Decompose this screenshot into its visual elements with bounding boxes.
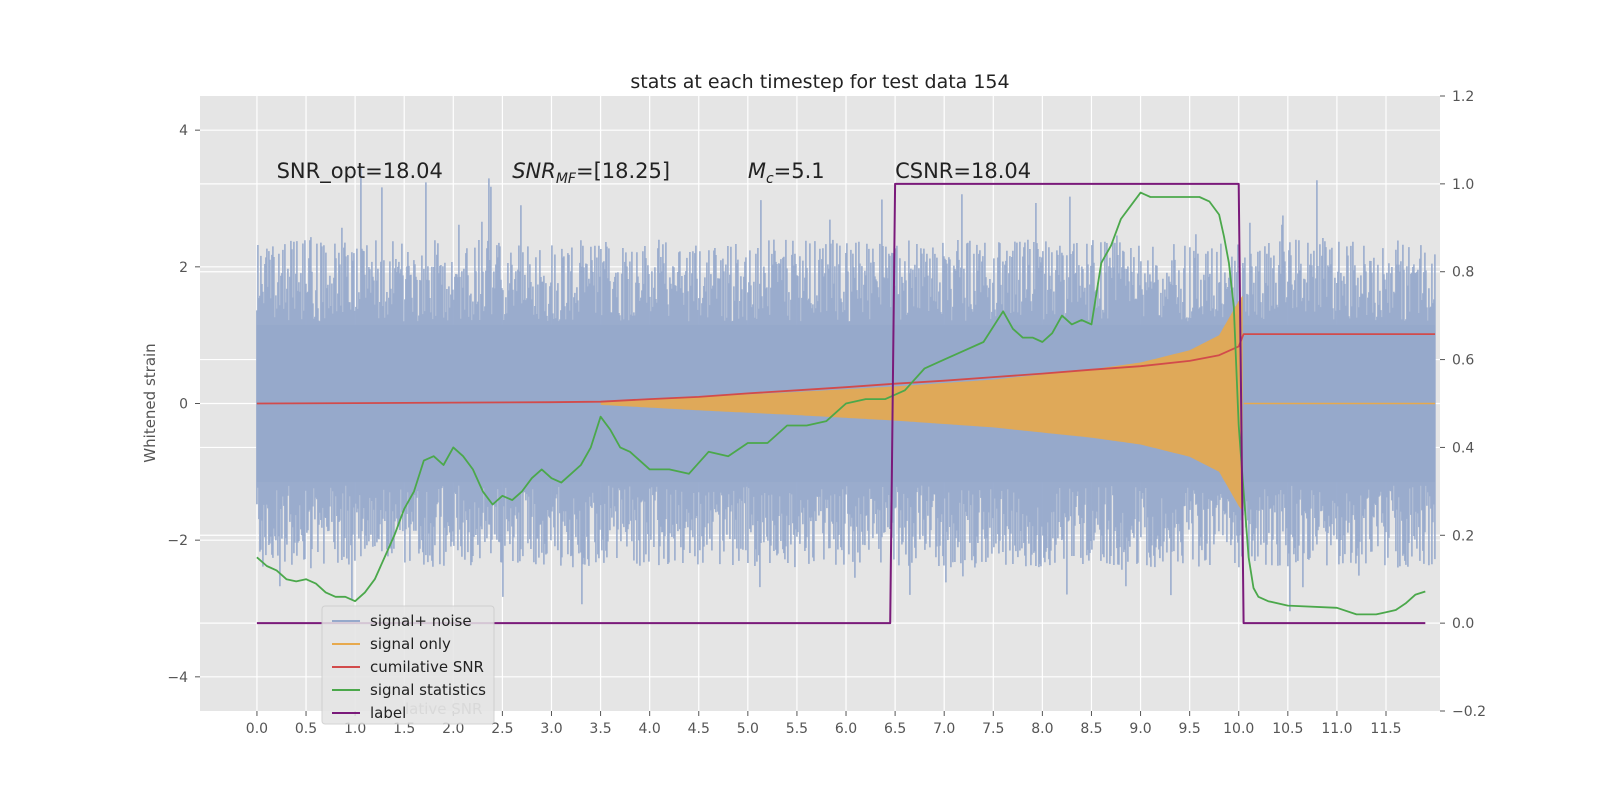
annotations: SNR_opt=18.04 SNRMF=[18.25] Mc=5.1 CSNR=18.… [277, 159, 1032, 187]
legend: lative SNR signal+ noise signal only cumila… [321, 605, 495, 725]
y2-tick-label: −0.2 [1452, 704, 1486, 720]
x-tick-label: 1.5 [393, 721, 415, 737]
x-tick-label: 0.5 [295, 721, 317, 737]
annotation-subscript: MF [556, 171, 577, 187]
x-tick-label: 3.5 [589, 721, 611, 737]
x-tick-label: 1.0 [344, 721, 366, 737]
legend-ghost-text: lative SNR [405, 700, 482, 718]
annotation-text: Mc=5.1 [748, 159, 825, 187]
legend-label: signal only [370, 635, 451, 653]
legend-label: signal statistics [370, 681, 486, 699]
y-axis-label: Whitened strain [141, 343, 159, 462]
x-tick-label: 10.5 [1272, 721, 1303, 737]
signal-only-envelope [600, 295, 1243, 512]
x-tick-label: 9.0 [1129, 721, 1151, 737]
x-tick-label: 10.0 [1223, 721, 1254, 737]
x-tick-label: 3.0 [540, 721, 562, 737]
legend-label: label [370, 704, 406, 722]
x-tick-label: 7.5 [982, 721, 1004, 737]
x-tick-label: 11.0 [1321, 721, 1352, 737]
legend-label: cumilative SNR [370, 658, 484, 676]
annotation-value: =5.1 [774, 159, 825, 183]
y2-tick-label: 0.0 [1452, 616, 1474, 632]
y-tick-label: 2 [179, 260, 188, 276]
y-tick-label: −2 [167, 533, 188, 549]
x-tick-label: 4.0 [639, 721, 661, 737]
annotation-symbol: SNR [512, 159, 556, 183]
y2-tick-label: 0.6 [1452, 353, 1474, 369]
y-tick-label: −4 [167, 670, 188, 686]
y-tick-label: 4 [179, 123, 188, 139]
line-series [256, 182, 1436, 625]
y-tick-label: 0 [179, 397, 188, 413]
label-line [256, 182, 1426, 625]
x-tick-label: 11.5 [1370, 721, 1401, 737]
annotation-subscript: c [766, 171, 774, 187]
y2-tick-label: 1.2 [1452, 89, 1474, 105]
y2-tick-label: 1.0 [1452, 177, 1474, 193]
x-tick-label: 5.0 [737, 721, 759, 737]
x-tick-label: 8.0 [1031, 721, 1053, 737]
y2-tick-label: 0.4 [1452, 440, 1474, 456]
x-tick-label: 9.5 [1179, 721, 1201, 737]
annotation-text: SNRMF=[18.25] [512, 159, 670, 187]
x-tick-label: 7.0 [933, 721, 955, 737]
x-tick-label: 2.0 [442, 721, 464, 737]
y2-tick-label: 0.2 [1452, 528, 1474, 544]
legend-box [321, 605, 495, 725]
annotation-text: SNR_opt=18.04 [277, 159, 443, 184]
x-tick-label: 2.5 [491, 721, 513, 737]
annotation-symbol: M [748, 159, 766, 183]
legend-label: signal+ noise [370, 612, 472, 630]
cumilative-snr-line [256, 333, 1436, 405]
chart-title: stats at each timestep for test data 154 [630, 71, 1009, 93]
signal-statistics-line [256, 191, 1426, 616]
x-tick-label: 8.5 [1080, 721, 1102, 737]
y2-tick-label: 0.8 [1452, 265, 1474, 281]
x-tick-label: 6.5 [884, 721, 906, 737]
x-tick-label: 4.5 [688, 721, 710, 737]
annotation-value: =[18.25] [576, 159, 670, 183]
x-tick-label: 5.5 [786, 721, 808, 737]
x-tick-label: 0.0 [246, 721, 268, 737]
signal-only-series [600, 295, 1436, 512]
annotation-text: CSNR=18.04 [895, 159, 1031, 183]
x-tick-label: 6.0 [835, 721, 857, 737]
axis-ticks: 0.0 0.5 1.0 1.5 2.0 2.5 3.0 3.5 4.0 4.5 5.0 5.5 6.0 6… [167, 89, 1486, 737]
